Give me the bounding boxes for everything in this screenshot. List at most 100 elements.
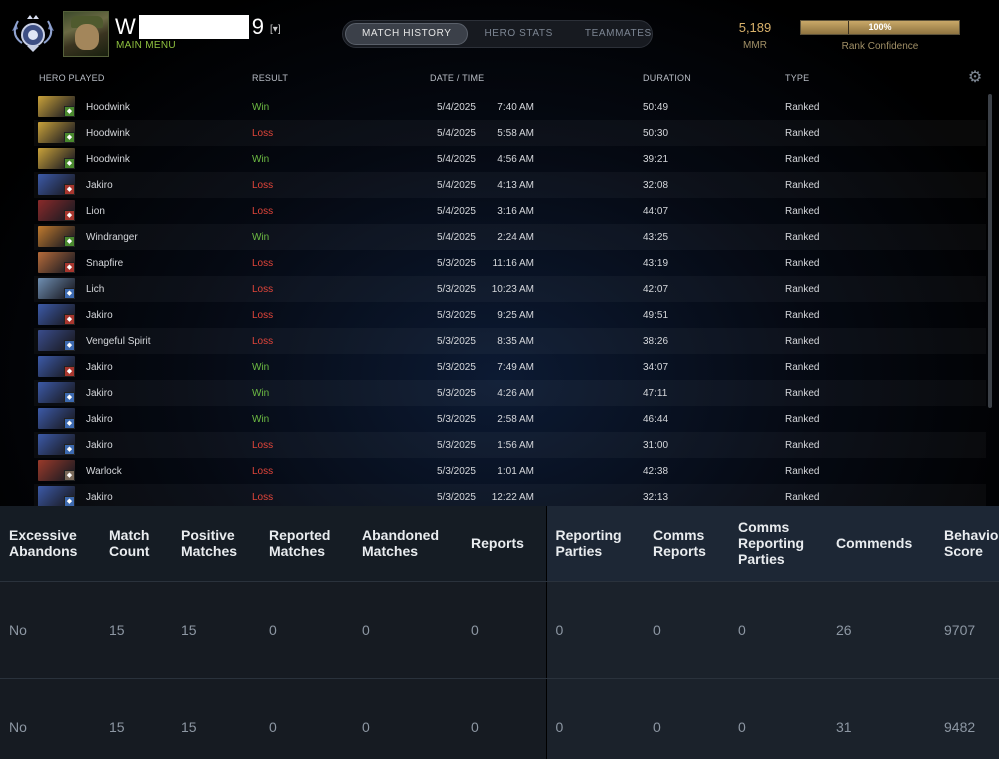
- match-time: 1:56 AM: [497, 439, 534, 451]
- behavior-column-header: Positive Matches: [172, 506, 260, 582]
- match-date: 5/4/2025: [437, 179, 476, 191]
- match-row[interactable]: ◆ Jakiro Win 5/3/2025 2:58 AM 46:44 Ranked: [34, 406, 986, 432]
- match-time: 3:16 AM: [497, 205, 534, 217]
- match-row[interactable]: ◆ Jakiro Loss 5/3/2025 12:22 AM 32:13 Ranked: [34, 484, 986, 506]
- match-result: Loss: [252, 491, 274, 503]
- behavior-column-header: Behavior Score: [935, 506, 999, 582]
- match-result: Win: [252, 387, 270, 399]
- match-type: Ranked: [785, 127, 820, 139]
- tab-teammates[interactable]: TEAMMATES: [584, 28, 652, 39]
- role-badge-icon: ◆: [64, 132, 75, 143]
- hero-portrait: ◆: [38, 382, 75, 403]
- hero-name: Hoodwink: [86, 153, 130, 165]
- redacted-name-block: [138, 15, 249, 39]
- hero-name: Hoodwink: [86, 127, 130, 139]
- behavior-cell: 0: [260, 678, 353, 759]
- behavior-column-header: Comms Reports: [644, 506, 729, 582]
- role-badge-icon: ◆: [64, 470, 75, 481]
- rank-confidence-percent: 100%: [868, 22, 892, 32]
- player-avatar[interactable]: [63, 11, 109, 57]
- match-duration: 42:38: [643, 465, 669, 477]
- match-date: 5/3/2025: [437, 283, 476, 295]
- player-name[interactable]: W 9 [▾]: [115, 14, 281, 39]
- match-row[interactable]: ◆ Lion Loss 5/4/2025 3:16 AM 44:07 Ranked: [34, 198, 986, 224]
- match-result: Loss: [252, 335, 274, 347]
- match-duration: 31:00: [643, 439, 669, 451]
- behavior-cell: 9707: [935, 581, 999, 679]
- match-duration: 44:07: [643, 205, 669, 217]
- role-badge-icon: ◆: [64, 496, 75, 506]
- match-row[interactable]: ◆ Vengeful Spirit Loss 5/3/2025 8:35 AM 38:26…: [34, 328, 986, 354]
- column-header-datetime[interactable]: DATE / TIME: [430, 73, 485, 83]
- hero-name: Warlock: [86, 465, 122, 477]
- match-type: Ranked: [785, 257, 820, 269]
- match-type: Ranked: [785, 309, 820, 321]
- match-row[interactable]: ◆ Jakiro Win 5/3/2025 4:26 AM 47:11 Ranked: [34, 380, 986, 406]
- match-row[interactable]: ◆ Jakiro Loss 5/3/2025 9:25 AM 49:51 Ranked: [34, 302, 986, 328]
- behavior-row: No 15 15 0 0 0 0 0 0 31 9482: [0, 678, 999, 759]
- hero-name: Jakiro: [86, 439, 113, 451]
- match-duration: 39:21: [643, 153, 669, 165]
- match-row[interactable]: ◆ Hoodwink Win 5/4/2025 7:40 AM 50:49 Ranked: [34, 94, 986, 120]
- hero-portrait: ◆: [38, 122, 75, 143]
- behavior-row: No 15 15 0 0 0 0 0 0 26 9707: [0, 581, 999, 679]
- behavior-column-header: Excessive Abandons: [0, 506, 100, 582]
- rank-medal-icon: [12, 15, 54, 52]
- settings-gear-icon[interactable]: ⚙: [967, 69, 983, 86]
- match-type: Ranked: [785, 465, 820, 477]
- rank-confidence-bar: 100%: [800, 20, 960, 35]
- column-header-duration[interactable]: DURATION: [643, 73, 691, 83]
- column-header-type[interactable]: TYPE: [785, 73, 810, 83]
- match-result: Loss: [252, 439, 274, 451]
- match-list-scrollbar[interactable]: [988, 94, 992, 408]
- role-badge-icon: ◆: [64, 236, 75, 247]
- match-result: Loss: [252, 257, 274, 269]
- column-header-hero[interactable]: HERO PLAYED: [39, 73, 105, 83]
- hero-name: Snapfire: [86, 257, 124, 269]
- match-history-panel: W 9 [▾] MAIN MENU MATCH HISTORY HERO STA…: [0, 0, 999, 506]
- match-time: 11:16 AM: [492, 257, 534, 269]
- match-duration: 32:13: [643, 491, 669, 503]
- behavior-cell: 15: [100, 678, 172, 759]
- hero-name: Jakiro: [86, 413, 113, 425]
- behavior-column-header: Match Count: [100, 506, 172, 582]
- profile-dropdown-icon[interactable]: [▾]: [270, 23, 281, 35]
- match-row[interactable]: ◆ Jakiro Loss 5/3/2025 1:56 AM 31:00 Ranked: [34, 432, 986, 458]
- role-badge-icon: ◆: [64, 262, 75, 273]
- match-row[interactable]: ◆ Lich Loss 5/3/2025 10:23 AM 42:07 Ranked: [34, 276, 986, 302]
- match-time: 12:22 AM: [491, 491, 534, 503]
- match-duration: 43:19: [643, 257, 669, 269]
- behavior-cell: 0: [353, 678, 462, 759]
- match-result: Win: [252, 361, 270, 373]
- match-date: 5/3/2025: [437, 387, 476, 399]
- match-time: 4:56 AM: [497, 153, 534, 165]
- match-date: 5/3/2025: [437, 413, 476, 425]
- behavior-cell: 31: [827, 678, 935, 759]
- match-row[interactable]: ◆ Hoodwink Win 5/4/2025 4:56 AM 39:21 Ranked: [34, 146, 986, 172]
- match-type: Ranked: [785, 335, 820, 347]
- role-badge-icon: ◆: [64, 366, 75, 377]
- match-row[interactable]: ◆ Windranger Win 5/4/2025 2:24 AM 43:25 Ranked: [34, 224, 986, 250]
- match-type: Ranked: [785, 491, 820, 503]
- behavior-column-header: Reported Matches: [260, 506, 353, 582]
- match-result: Loss: [252, 309, 274, 321]
- behavior-column-header: Reports: [462, 506, 546, 582]
- tab-hero-stats[interactable]: HERO STATS: [484, 28, 553, 39]
- match-row[interactable]: ◆ Warlock Loss 5/3/2025 1:01 AM 42:38 Ranked: [34, 458, 986, 484]
- column-header-result[interactable]: RESULT: [252, 73, 289, 83]
- hero-portrait: ◆: [38, 434, 75, 455]
- match-type: Ranked: [785, 231, 820, 243]
- match-row[interactable]: ◆ Jakiro Loss 5/4/2025 4:13 AM 32:08 Ranked: [34, 172, 986, 198]
- match-row[interactable]: ◆ Hoodwink Loss 5/4/2025 5:58 AM 50:30 Ranked: [34, 120, 986, 146]
- behavior-header-row: Excessive Abandons Match Count Positive Ma…: [0, 506, 999, 582]
- match-row[interactable]: ◆ Jakiro Win 5/3/2025 7:49 AM 34:07 Ranked: [34, 354, 986, 380]
- role-badge-icon: ◆: [64, 392, 75, 403]
- player-name-start: W: [115, 14, 136, 39]
- behavior-cell: 26: [827, 581, 935, 679]
- main-menu-link[interactable]: MAIN MENU: [116, 40, 176, 51]
- tab-match-history[interactable]: MATCH HISTORY: [345, 23, 469, 45]
- match-row[interactable]: ◆ Snapfire Loss 5/3/2025 11:16 AM 43:19 Ranked: [34, 250, 986, 276]
- match-result: Win: [252, 413, 270, 425]
- match-time: 1:01 AM: [497, 465, 534, 477]
- role-badge-icon: ◆: [64, 158, 75, 169]
